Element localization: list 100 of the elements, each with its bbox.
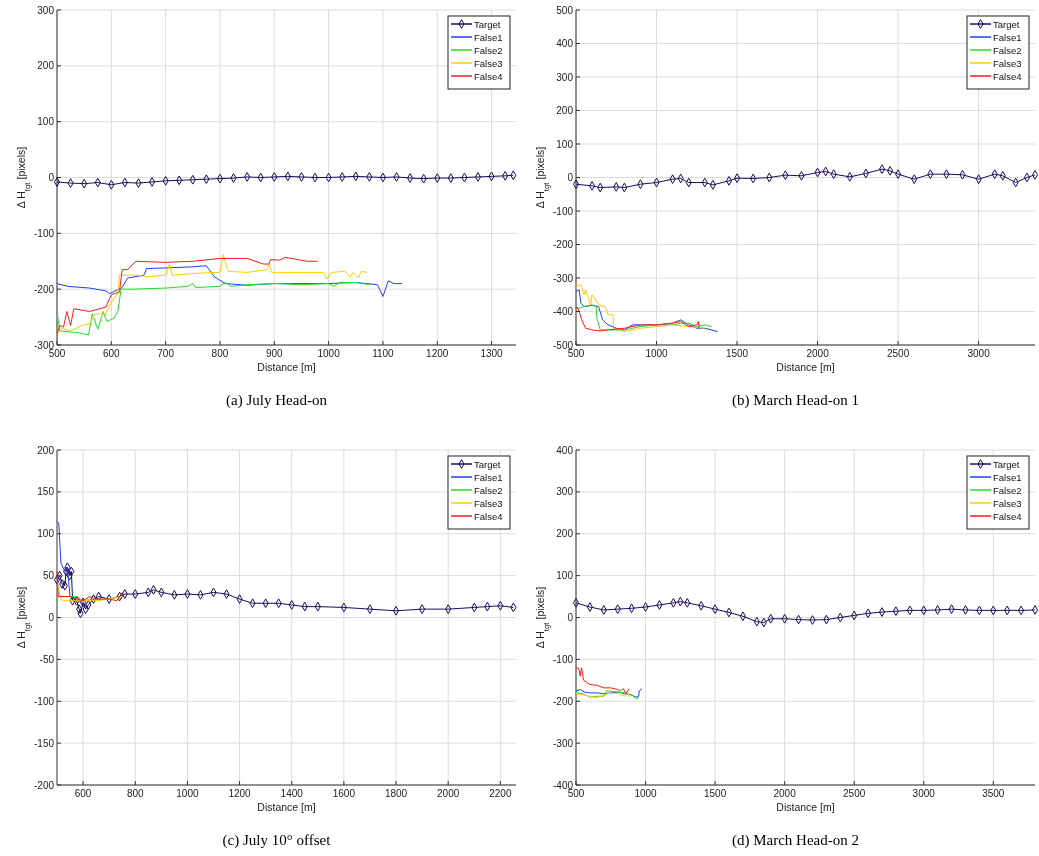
x-tick-label: 2500 [843, 788, 866, 799]
point [447, 173, 454, 183]
legend-label: False4 [474, 510, 503, 522]
x-tick-label: 1500 [703, 788, 727, 799]
x-tick-label: 800 [126, 788, 145, 799]
point [474, 172, 481, 182]
y-tick-label: 150 [37, 486, 55, 498]
legend-label: Target [474, 18, 501, 30]
x-tick-label: 1200 [228, 788, 252, 799]
y-tick-label: 0 [567, 172, 574, 183]
legend-label: Target [474, 458, 501, 470]
point [171, 590, 178, 600]
legend-label: False4 [993, 510, 1022, 522]
point [962, 605, 969, 615]
y-tick-label: 100 [556, 570, 574, 582]
y-tick-label: 200 [556, 105, 574, 116]
x-axis-title: Distance [m] [257, 801, 316, 813]
point [132, 589, 139, 599]
legend-label: False1 [474, 31, 503, 43]
y-tick-label: 100 [556, 138, 574, 150]
point [288, 600, 295, 610]
text: (b) March Head-on 1 [731, 392, 860, 409]
point [53, 574, 61, 585]
line-series [575, 306, 700, 332]
point [90, 594, 97, 604]
x-tick-label: 3500 [982, 788, 1005, 799]
point [572, 597, 580, 608]
point [106, 594, 113, 604]
point [642, 602, 649, 612]
point [445, 604, 452, 614]
point [589, 181, 596, 191]
text: (d) March Head-on 2 [731, 832, 860, 849]
x-tick-label: 2000 [437, 788, 460, 799]
text: (c) July 10° offset [222, 832, 332, 849]
x-axis-title: Distance [m] [776, 361, 835, 373]
y-tick-label: -300 [33, 339, 55, 351]
x-tick-label: 600 [102, 348, 121, 359]
y-tick-label: 300 [556, 71, 574, 83]
x-tick-label: 1100 [372, 348, 395, 359]
point [149, 177, 156, 187]
x-tick-label: 3000 [912, 788, 936, 799]
point [393, 172, 400, 182]
x-tick-label: 1600 [332, 788, 356, 799]
x-tick-label: 900 [265, 348, 284, 359]
point [934, 605, 941, 615]
y-tick-label: 100 [37, 116, 55, 128]
x-tick-label: 2200 [489, 788, 512, 799]
point [184, 589, 191, 599]
legend-label: False1 [993, 31, 1022, 43]
point [121, 589, 128, 599]
line-series [575, 667, 630, 695]
y-tick-label: 50 [42, 570, 55, 582]
point [600, 605, 607, 615]
y-tick-label: 400 [556, 38, 574, 49]
y-tick-label: 200 [37, 444, 55, 456]
point [948, 604, 955, 614]
point [572, 179, 580, 190]
y-tick-label: 0 [48, 172, 55, 183]
point [67, 178, 74, 188]
y-tick-label: -100 [552, 653, 574, 665]
legend-label: False2 [993, 44, 1022, 56]
point [223, 589, 230, 599]
legend-label: False3 [993, 497, 1022, 509]
y-tick-label: -300 [552, 737, 574, 749]
legend-label: False1 [993, 471, 1022, 483]
y-tick-label: -300 [552, 272, 574, 284]
point [135, 178, 142, 188]
point [614, 604, 621, 614]
y-tick-label: 500 [556, 4, 574, 16]
legend-label: False3 [474, 57, 503, 69]
point [1031, 169, 1039, 180]
point [53, 177, 61, 187]
y-tick-label: -400 [552, 779, 574, 791]
y-tick-label: 400 [556, 444, 574, 456]
point [725, 607, 733, 618]
point [339, 172, 346, 182]
point [236, 594, 243, 604]
point [197, 590, 204, 600]
y-tick-label: 200 [37, 60, 55, 72]
point [419, 604, 426, 614]
x-tick-label: 1500 [725, 348, 749, 359]
line-series [56, 281, 370, 336]
y-tick-label: -200 [33, 283, 55, 295]
point [878, 607, 886, 617]
x-tick-label: 1400 [280, 788, 304, 799]
point [271, 172, 278, 182]
y-tick-label: -100 [33, 695, 55, 707]
x-tick-label: 2500 [886, 348, 910, 359]
point [230, 173, 237, 183]
legend-label: Target [993, 458, 1020, 470]
legend-label: False3 [993, 57, 1022, 69]
y-tick-label: 200 [556, 528, 574, 540]
x-tick-label: 600 [74, 788, 92, 799]
point [709, 180, 716, 190]
y-tick-label: 300 [37, 4, 55, 16]
point [407, 173, 414, 183]
point [712, 604, 719, 614]
y-tick-label: -200 [552, 239, 574, 250]
point [434, 173, 441, 183]
x-tick-label: 800 [211, 348, 229, 359]
